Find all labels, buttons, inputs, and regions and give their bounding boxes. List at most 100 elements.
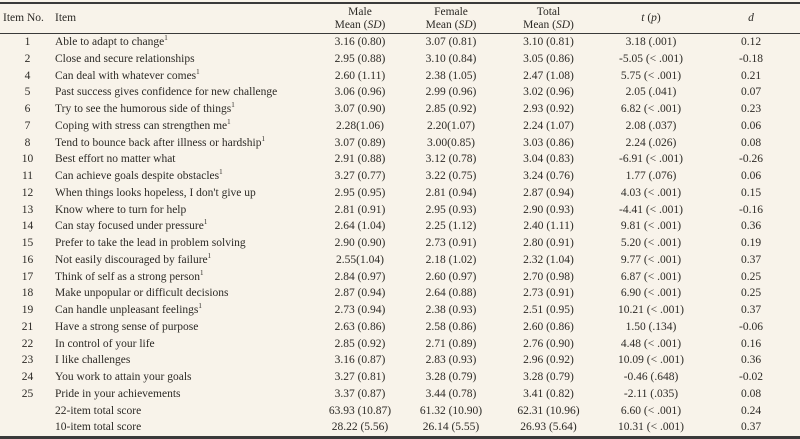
female-mean-sd-cell: 2.99 (0.96) — [425, 86, 477, 99]
table-row: 4 Can deal with whatever comes1 2.60 (1.… — [0, 68, 800, 85]
item-cell: Can achieve goals despite obstacles1 — [55, 168, 315, 185]
male-mean-sd-cell: 3.27 (0.81) — [334, 371, 386, 383]
male-mean-sd-cell: 2.55(1.04) — [336, 253, 384, 266]
item-superscript: 1 — [227, 117, 231, 126]
item-no-cell — [0, 419, 55, 437]
item-cell: 22-item total score — [55, 403, 315, 420]
male-mean-sd-cell: 3.16 (0.80) — [334, 36, 386, 48]
item-no-cell: 18 — [21, 287, 34, 300]
item-superscript: 1 — [231, 101, 235, 110]
d-cell: 0.08 — [740, 136, 762, 149]
item-no-cell: 12 — [21, 186, 34, 199]
total-mean-sd-cell: 2.32 (1.04) — [523, 253, 574, 266]
t-p-cell: 10.09 (< .001) — [618, 354, 684, 367]
t-p-cell: 5.75 (< .001) — [620, 69, 682, 82]
total-mean-sd-cell: 2.87 (0.94) — [523, 186, 574, 199]
female-mean-sd-cell: 2.83 (0.93) — [425, 354, 477, 367]
t-p-cell: 6.87 (< .001) — [620, 270, 682, 283]
item-no-cell: 19 — [21, 304, 34, 316]
d-cell: 0.37 — [740, 304, 762, 316]
table-row: 10 Best effort no matter what 2.91 (0.88… — [0, 151, 800, 168]
table-row: 16 Not easily discouraged by failure1 2.… — [0, 252, 800, 269]
item-superscript: 1 — [207, 251, 212, 260]
item-label: Coping with stress can strengthen me — [55, 119, 228, 132]
item-label: Make unpopular or difficult decisions — [55, 287, 229, 300]
d-cell: -0.16 — [739, 203, 763, 216]
d-cell: 0.19 — [740, 237, 762, 249]
t-p-cell: 6.90 (< .001) — [620, 287, 682, 300]
open-paren: ( — [644, 12, 652, 25]
item-cell: When things looks hopeless, I don't give… — [55, 185, 315, 202]
item-no-cell: 13 — [21, 203, 34, 216]
table-row: 24 You work to attain your goals 3.27 (0… — [0, 369, 800, 386]
item-no-cell: 8 — [24, 136, 31, 149]
t-label: t — [641, 12, 645, 25]
d-cell: 0.37 — [740, 253, 762, 266]
item-label: Pride in your achievements — [55, 387, 181, 400]
column-header-male-mean-sd: Male Mean (SD) — [315, 3, 405, 34]
table-row: 18 Make unpopular or difficult decisions… — [0, 285, 800, 302]
item-cell: Close and secure relationships — [55, 51, 315, 68]
item-label: Can stay focused under pressure — [55, 220, 204, 233]
d-cell: 0.25 — [740, 287, 762, 300]
item-label: I like challenges — [55, 354, 131, 367]
item-cell: Past success gives confidence for new ch… — [55, 84, 315, 101]
item-cell: Pride in your achievements — [55, 386, 315, 403]
item-no-cell: 21 — [21, 320, 34, 333]
female-header-line1: Female — [434, 6, 468, 18]
t-p-cell: 9.77 (< .001) — [620, 253, 682, 266]
total-mean-sd-cell: 2.40 (1.11) — [523, 220, 574, 233]
male-mean-sd-cell: 2.64 (1.04) — [334, 220, 386, 233]
female-mean-sd-cell: 3.10 (0.84) — [425, 52, 477, 65]
male-mean-sd-cell: 2.87 (0.94) — [334, 287, 386, 300]
male-mean-sd-cell: 3.07 (0.89) — [334, 136, 386, 149]
total-mean-sd-cell: 2.80 (0.91) — [523, 237, 574, 249]
male-mean-sd-cell: 2.63 (0.86) — [334, 320, 386, 333]
item-superscript: 1 — [203, 218, 208, 227]
t-p-cell: -5.05 (< .001) — [619, 52, 683, 65]
t-p-cell: -0.46 (.648) — [623, 371, 679, 383]
table-row: 21 Have a strong sense of purpose 2.63 (… — [0, 319, 800, 336]
item-no-cell: 22 — [21, 337, 34, 350]
item-label: Think of self as a strong person — [55, 270, 200, 283]
item-no-cell: 16 — [21, 253, 34, 266]
item-label: Tend to bounce back after illness or har… — [55, 136, 262, 149]
d-cell: 0.25 — [740, 270, 762, 283]
total-mean-sd-cell: 3.03 (0.86) — [523, 136, 574, 149]
item-cell: Tend to bounce back after illness or har… — [55, 135, 315, 152]
item-label: Can achieve goals despite obstacles — [55, 170, 220, 182]
total-mean-sd-cell: 3.41 (0.82) — [523, 387, 574, 400]
item-superscript: 1 — [200, 268, 204, 277]
female-mean-sd-cell: 2.71 (0.89) — [425, 337, 477, 350]
item-cell: Can stay focused under pressure1 — [55, 218, 315, 235]
sd-label: SD — [555, 18, 571, 31]
table-row: 22-item total score 63.93 (10.87) 61.32 … — [0, 403, 800, 420]
item-cell: Able to adapt to change1 — [55, 34, 315, 51]
item-no-cell: 2 — [24, 52, 31, 65]
female-mean-sd-cell: 2.60 (0.97) — [425, 270, 477, 283]
d-cell: 0.06 — [740, 170, 762, 182]
total-header-line1: Total — [536, 6, 561, 18]
male-mean-sd-cell: 2.60 (1.11) — [334, 69, 386, 82]
t-p-cell: -6.91 (< .001) — [619, 153, 683, 166]
item-cell: Can handle unpleasant feelings1 — [55, 302, 315, 319]
total-mean-sd-cell: 2.96 (0.92) — [523, 354, 574, 367]
total-mean-sd-cell: 3.04 (0.83) — [523, 153, 574, 166]
female-mean-sd-cell: 2.18 (1.02) — [425, 253, 477, 266]
male-mean-sd-cell: 3.07 (0.90) — [334, 103, 386, 115]
t-p-cell: 2.05 (.041) — [625, 86, 677, 99]
table-row: 10-item total score 28.22 (5.56) 26.14 (… — [0, 419, 800, 437]
total-mean-sd-cell: 2.24 (1.07) — [523, 119, 574, 132]
male-mean-sd-cell: 2.81 (0.91) — [334, 203, 386, 216]
total-mean-sd-cell: 2.76 (0.90) — [523, 337, 574, 350]
female-header-line2: Mean (SD) — [405, 19, 497, 32]
item-superscript: 1 — [219, 168, 223, 177]
t-p-cell: -2.11 (.035) — [623, 387, 679, 400]
table-row: 22 In control of your life 2.85 (0.92) 2… — [0, 336, 800, 353]
item-cell: Coping with stress can strengthen me1 — [55, 118, 315, 135]
item-label: Close and secure relationships — [55, 52, 195, 65]
d-cell: 0.15 — [740, 186, 762, 199]
total-mean-sd-cell: 62.31 (10.96) — [517, 404, 580, 417]
female-mean-sd-cell: 2.20(1.07) — [427, 119, 475, 132]
item-label: Try to see the humorous side of things — [55, 103, 232, 115]
